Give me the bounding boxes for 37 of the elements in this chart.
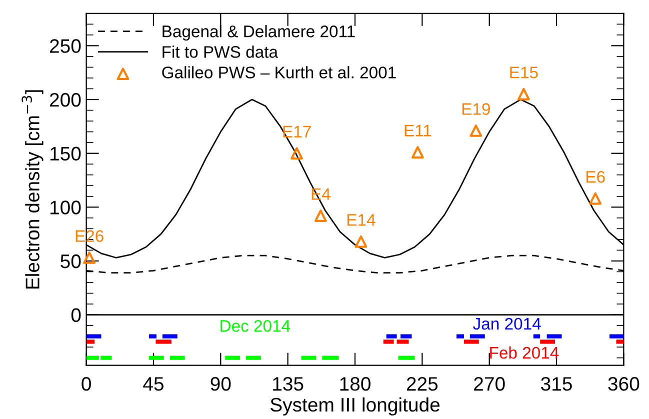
y-tick-label: 0 (71, 308, 81, 322)
annotation: Feb 2014 (490, 346, 559, 359)
y-tick-label: 50 (60, 254, 81, 268)
point (354, 235, 368, 248)
annotation: E19 (462, 103, 490, 115)
x-tick-label: 90 (210, 376, 231, 391)
annotation: E14 (348, 214, 376, 226)
x-tick-label: 315 (541, 376, 572, 391)
legend-label: Bagenal & Delamere 2011 (162, 25, 355, 41)
legend-label: Galileo PWS – Kurth et al. 2001 (162, 66, 396, 78)
annotation: Jan 2014 (473, 318, 541, 330)
point (517, 88, 530, 100)
x-tick-label: 270 (474, 376, 505, 391)
point (589, 192, 602, 205)
y-tick-label: 250 (50, 39, 81, 53)
annotation: E6 (586, 170, 605, 183)
point (412, 146, 424, 158)
y-tick-label: 150 (50, 146, 81, 161)
x-tick-label: 45 (143, 377, 164, 391)
point (290, 147, 303, 160)
annotation: E11 (404, 124, 432, 136)
point (83, 252, 96, 264)
annotation: Dec 2014 (220, 320, 290, 332)
y-axis-title: Electron density [cm$^{−3}$] (22, 90, 44, 289)
y-tick-label: 100 (50, 200, 81, 214)
annotation: E17 (283, 126, 311, 138)
y-tick-label: 200 (50, 92, 81, 107)
legend-label: Fit to PWS data (162, 46, 278, 58)
x-tick-label: 180 (340, 376, 370, 391)
point (314, 210, 327, 222)
annotation: E15 (510, 66, 538, 78)
point (470, 124, 482, 137)
x-tick-label: 135 (273, 376, 304, 391)
x-tick-label: 225 (406, 376, 438, 391)
x-tick-label: 0 (82, 376, 91, 391)
x-axis-title: System III longitude (270, 397, 440, 416)
x-tick-label: 360 (608, 376, 640, 391)
